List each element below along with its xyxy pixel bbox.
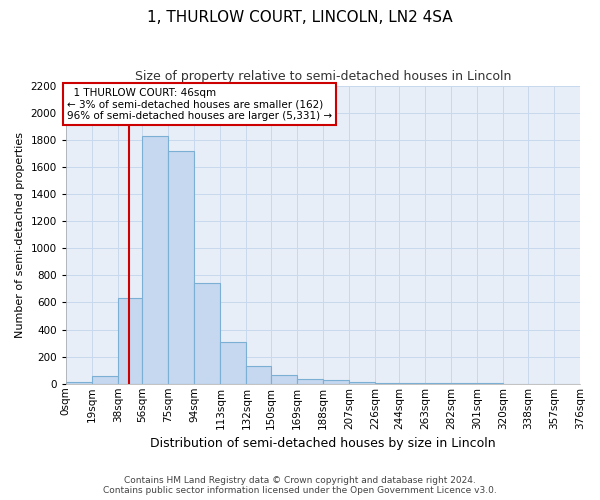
Title: Size of property relative to semi-detached houses in Lincoln: Size of property relative to semi-detach… [135,70,511,83]
Bar [297,379,323,384]
Bar [118,298,142,384]
Bar [271,375,297,384]
Bar [92,376,118,384]
Bar [169,150,194,384]
Text: 1 THURLOW COURT: 46sqm  
← 3% of semi-detached houses are smaller (162)
96% of s: 1 THURLOW COURT: 46sqm ← 3% of semi-deta… [67,88,332,121]
Bar [323,380,349,384]
X-axis label: Distribution of semi-detached houses by size in Lincoln: Distribution of semi-detached houses by … [150,437,496,450]
Bar [349,382,375,384]
Bar [142,136,169,384]
Text: 1, THURLOW COURT, LINCOLN, LN2 4SA: 1, THURLOW COURT, LINCOLN, LN2 4SA [147,10,453,25]
Text: Contains HM Land Registry data © Crown copyright and database right 2024.
Contai: Contains HM Land Registry data © Crown c… [103,476,497,495]
Bar [375,383,400,384]
Bar [220,342,247,384]
Bar [247,366,271,384]
Bar [194,284,220,384]
Bar [66,382,92,384]
Y-axis label: Number of semi-detached properties: Number of semi-detached properties [15,132,25,338]
